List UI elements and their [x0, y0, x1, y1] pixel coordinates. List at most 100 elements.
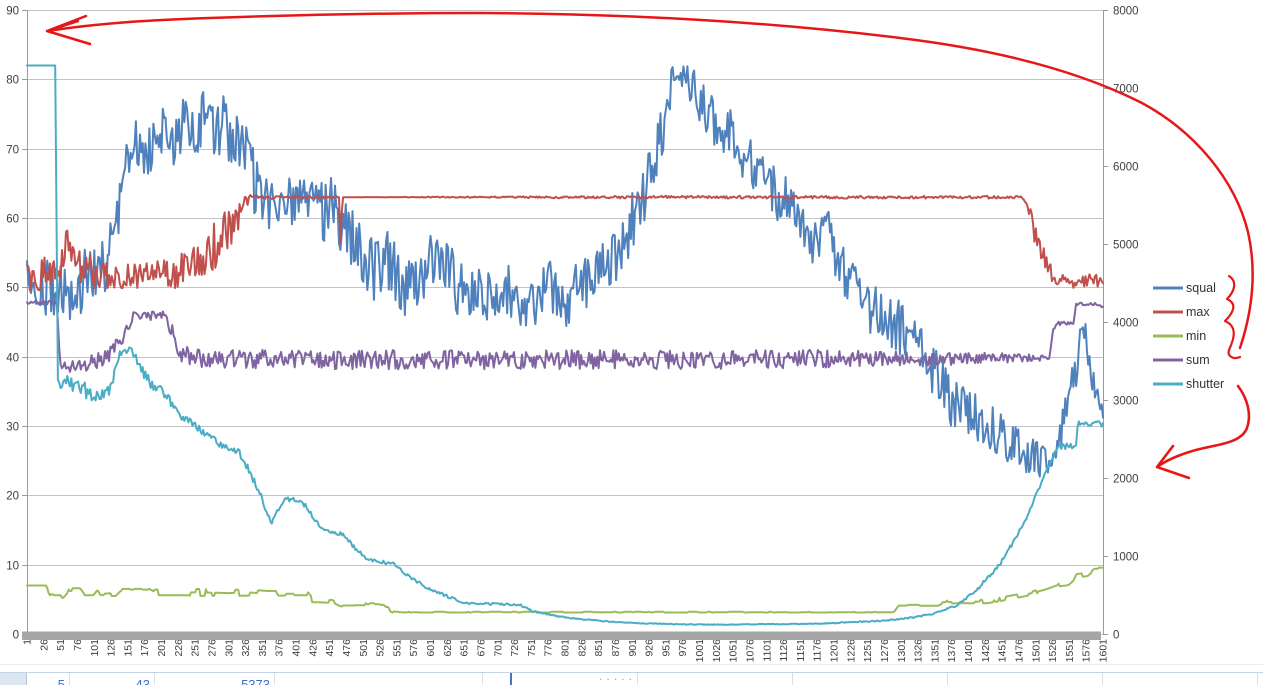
sheet-cell[interactable]: 5	[27, 673, 70, 685]
x-axis-tick-label: 1451	[997, 639, 1009, 663]
series-shutter[interactable]	[26, 64, 1104, 626]
x-axis-tick-label: 176	[139, 639, 151, 657]
series-group	[26, 64, 1104, 626]
left-axis-tick-label: 90	[6, 6, 19, 18]
right-axis-tick-label: 5000	[1113, 240, 1139, 252]
x-axis-tick-label: 251	[190, 639, 202, 657]
x-axis-tick-label: 1101	[761, 639, 773, 662]
x-axis-tick-label: 1426	[980, 639, 992, 663]
left-axis-tick-label: 30	[6, 422, 19, 434]
legend-label: max	[1186, 305, 1210, 319]
legend-label: squal	[1186, 281, 1216, 295]
series-sum[interactable]	[26, 299, 1104, 373]
x-axis-tick-label: 1326	[913, 639, 925, 663]
right-axis-tick-label: 4000	[1113, 318, 1139, 330]
x-axis-tick-label: 1251	[862, 639, 874, 663]
bottom-gray-bar	[22, 631, 1101, 640]
x-axis-tick-label: 1401	[963, 639, 975, 663]
legend-item-sum[interactable]: sum	[1153, 353, 1210, 367]
x-axis-tick-label: 326	[240, 639, 252, 657]
legend[interactable]: squal max min sum shutter	[1153, 281, 1224, 391]
x-axis-tick-label: 1051	[728, 639, 740, 663]
x-axis-tick-label: 26	[38, 639, 50, 651]
right-axis-tick-label: 7000	[1113, 84, 1139, 96]
legend-label: sum	[1186, 353, 1210, 367]
right-axis-tick-label: 6000	[1113, 162, 1139, 174]
x-axis-tick-label: 576	[408, 639, 420, 657]
annotation-long-swoop-arrow[interactable]	[45, 11, 1254, 350]
x-axis-tick-label: 876	[610, 639, 622, 657]
x-axis-tick-label: 451	[324, 639, 336, 657]
dots-marker: .....	[598, 673, 636, 683]
sheet-cell[interactable]	[483, 673, 638, 685]
x-axis-tick-label: 526	[375, 639, 387, 657]
right-axis-labels[interactable]: 0 1000 2000 3000 4000 5000 6000 7000 8000	[1103, 6, 1139, 642]
x-axis-tick-label: 901	[627, 639, 639, 657]
sheet-cell[interactable]	[275, 673, 483, 685]
sheet-cell[interactable]	[638, 673, 793, 685]
legend-item-squal[interactable]: squal	[1153, 281, 1216, 295]
legend-label: shutter	[1186, 377, 1224, 391]
x-axis-tick-label: 501	[358, 639, 370, 657]
x-axis-tick-label: 976	[677, 639, 689, 657]
series-max[interactable]	[26, 194, 1104, 292]
x-axis-tick-label: 226	[173, 639, 185, 657]
sheet-cell[interactable]: 5373	[155, 673, 275, 685]
x-axis-tick-label: 601	[425, 639, 437, 657]
x-axis-tick-label: 651	[459, 639, 471, 657]
x-axis-tick-label: 851	[593, 639, 605, 657]
x-axis-tick-label: 826	[576, 639, 588, 657]
x-axis-tick-label: 276	[206, 639, 218, 657]
x-axis-tick-label: 1276	[879, 639, 891, 663]
series-min[interactable]	[26, 566, 1104, 614]
row-top-border	[0, 672, 1263, 673]
left-axis-tick-label: 50	[6, 283, 19, 295]
x-axis-tick-label: 351	[257, 639, 269, 657]
cell-cursor	[510, 673, 512, 685]
legend-item-min[interactable]: min	[1153, 329, 1206, 343]
x-axis-tick-label: 1376	[946, 639, 958, 663]
cell-value: 5	[57, 677, 65, 685]
x-axis-tick-label: 776	[543, 639, 555, 657]
sheet-cell[interactable]	[1103, 673, 1258, 685]
legend-item-max[interactable]: max	[1153, 305, 1210, 319]
gridlines	[27, 10, 1103, 635]
x-axis-tick-label: 926	[644, 639, 656, 657]
x-axis-tick-label: 951	[660, 639, 672, 657]
sheet-cell[interactable]: 43	[70, 673, 155, 685]
legend-label: min	[1186, 329, 1206, 343]
x-axis-tick-label: 426	[307, 639, 319, 657]
x-axis-tick-label: 1226	[845, 639, 857, 663]
x-axis-tick-label: 1301	[896, 639, 908, 663]
x-axis-tick-label: 376	[274, 639, 286, 657]
x-axis-tick-label: 1601	[1098, 639, 1110, 663]
left-axis-labels[interactable]: 0 10 20 30 40 50 60 70 80 90	[6, 6, 27, 642]
left-axis-tick-label: 80	[6, 75, 19, 87]
x-axis-tick-label: 726	[509, 639, 521, 657]
x-axis-tick-label: 301	[223, 639, 235, 657]
x-axis-tick-label: 476	[341, 639, 353, 657]
sheet-cell[interactable]	[0, 673, 27, 685]
x-axis-tick-label: 676	[475, 639, 487, 657]
left-axis-tick-label: 70	[6, 145, 19, 157]
sheet-cell[interactable]	[948, 673, 1103, 685]
sheet-cell[interactable]	[793, 673, 948, 685]
x-axis-tick-label: 551	[391, 639, 403, 657]
x-axis-tick-label: 801	[560, 639, 572, 657]
x-axis-labels[interactable]: 1 26 51 76 101 126 151 176 201 226 251 276 301 326 351…	[22, 639, 1110, 663]
x-axis-tick-label: 76	[72, 639, 84, 651]
annotation-down-left-arrow[interactable]	[1155, 384, 1251, 480]
annotation-brace-squiggle[interactable]	[1223, 274, 1242, 360]
x-axis-tick-label: 1151	[795, 639, 807, 662]
x-axis-tick-label: 1351	[929, 639, 941, 663]
x-axis-tick-label: 751	[526, 639, 538, 657]
strip-top-border	[0, 664, 1263, 665]
ink-annotations	[45, 11, 1254, 480]
legend-item-shutter[interactable]: shutter	[1153, 377, 1224, 391]
x-axis-tick-label: 126	[106, 639, 118, 657]
series-squal[interactable]	[26, 65, 1104, 478]
x-axis-tick-label: 626	[442, 639, 454, 657]
cell-value: 5373	[241, 677, 270, 685]
